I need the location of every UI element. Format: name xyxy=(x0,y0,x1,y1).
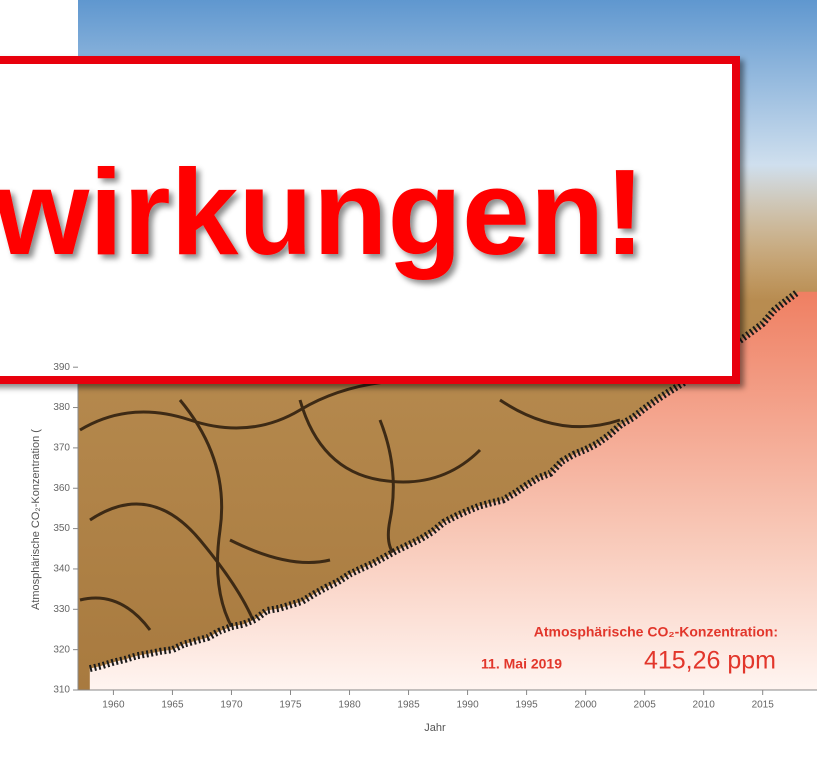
x-tick-label: 1990 xyxy=(456,700,479,711)
y-tick-label: 370 xyxy=(53,443,70,454)
y-tick-label: 360 xyxy=(53,483,70,494)
y-tick-label: 350 xyxy=(53,523,70,534)
x-tick-label: 2010 xyxy=(693,700,716,711)
y-tick-label: 390 xyxy=(53,362,70,373)
y-tick-label: 310 xyxy=(53,685,70,696)
chart: Jahr Atmosphärische CO₂-Konzentration ( … xyxy=(0,0,817,764)
x-axis-label: Jahr xyxy=(424,722,446,734)
x-tick-label: 2005 xyxy=(634,700,657,711)
y-tick-label: 340 xyxy=(53,564,70,575)
annotation-value: 415,26 ppm xyxy=(644,647,776,675)
x-tick-label: 2000 xyxy=(574,700,597,711)
x-tick-label: 1975 xyxy=(279,700,302,711)
annotation-date: 11. Mai 2019 xyxy=(481,656,562,672)
x-tick-label: 1960 xyxy=(102,700,125,711)
y-tick-label: 380 xyxy=(53,402,70,413)
annotation: Atmosphärische CO₂-Konzentration: xyxy=(534,624,778,640)
overlay-text: wirkungen! xyxy=(0,144,645,280)
x-tick-label: 1985 xyxy=(397,700,420,711)
x-tick-label: 1980 xyxy=(338,700,361,711)
y-tick-label: 330 xyxy=(53,604,70,615)
x-tick-label: 2015 xyxy=(752,700,775,711)
y-tick-label: 320 xyxy=(53,644,70,655)
page: Jahr Atmosphärische CO₂-Konzentration ( … xyxy=(0,0,817,764)
y-axis-label: Atmosphärische CO₂-Konzentration ( xyxy=(30,429,42,610)
x-tick-label: 1965 xyxy=(161,700,184,711)
x-tick-label: 1970 xyxy=(220,700,243,711)
x-tick-label: 1995 xyxy=(515,700,538,711)
